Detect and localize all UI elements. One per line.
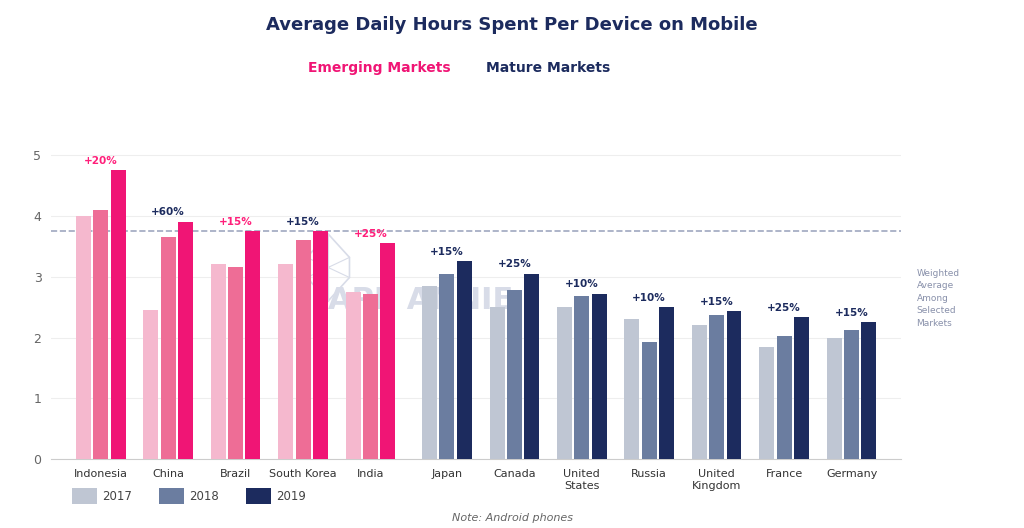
Bar bbox=[364, 294, 378, 459]
Text: +15%: +15% bbox=[835, 308, 868, 318]
Bar bbox=[178, 222, 193, 459]
Bar bbox=[346, 292, 360, 459]
Bar bbox=[625, 319, 639, 459]
Bar bbox=[279, 265, 293, 459]
Bar bbox=[228, 268, 243, 459]
Bar bbox=[143, 310, 159, 459]
Text: +15%: +15% bbox=[430, 247, 464, 257]
Bar bbox=[557, 307, 572, 459]
Bar bbox=[710, 315, 724, 459]
Bar bbox=[246, 231, 260, 459]
Text: Note: Android phones: Note: Android phones bbox=[452, 513, 572, 523]
Bar bbox=[794, 317, 809, 459]
Bar bbox=[211, 265, 225, 459]
Text: Mature Markets: Mature Markets bbox=[485, 61, 610, 75]
Text: +25%: +25% bbox=[353, 229, 387, 239]
Text: Emerging Markets: Emerging Markets bbox=[307, 61, 451, 75]
Bar bbox=[76, 215, 91, 459]
Bar bbox=[380, 243, 395, 459]
Text: Average Daily Hours Spent Per Device on Mobile: Average Daily Hours Spent Per Device on … bbox=[266, 16, 758, 34]
Bar bbox=[692, 325, 707, 459]
Bar bbox=[507, 290, 522, 459]
Text: +60%: +60% bbox=[152, 208, 185, 218]
Text: +10%: +10% bbox=[565, 279, 599, 289]
Bar bbox=[313, 231, 328, 459]
Text: +20%: +20% bbox=[84, 156, 118, 166]
Text: +15%: +15% bbox=[219, 216, 253, 227]
Bar bbox=[296, 240, 310, 459]
Bar bbox=[826, 337, 842, 459]
Text: +15%: +15% bbox=[286, 216, 319, 227]
Bar bbox=[93, 210, 109, 459]
Bar bbox=[574, 296, 589, 459]
Bar bbox=[642, 342, 656, 459]
Text: APP ANNIE: APP ANNIE bbox=[328, 287, 513, 315]
Bar bbox=[776, 336, 792, 459]
Bar bbox=[457, 261, 472, 459]
Bar bbox=[489, 307, 505, 459]
Text: 2017: 2017 bbox=[102, 490, 132, 503]
Bar bbox=[439, 274, 455, 459]
Text: +10%: +10% bbox=[633, 293, 667, 303]
Bar bbox=[161, 237, 176, 459]
Bar bbox=[844, 330, 859, 459]
Bar bbox=[592, 294, 606, 459]
Text: +25%: +25% bbox=[767, 303, 801, 313]
Text: Weighted
Average
Among
Selected
Markets: Weighted Average Among Selected Markets bbox=[916, 269, 959, 328]
Text: 2019: 2019 bbox=[276, 490, 306, 503]
Text: +25%: +25% bbox=[498, 259, 531, 269]
Text: 2018: 2018 bbox=[189, 490, 219, 503]
Bar bbox=[524, 274, 539, 459]
Text: +15%: +15% bbox=[699, 297, 733, 307]
Bar bbox=[760, 347, 774, 459]
Bar bbox=[861, 322, 877, 459]
Bar bbox=[659, 307, 674, 459]
Bar bbox=[111, 170, 126, 459]
Bar bbox=[727, 312, 741, 459]
Bar bbox=[422, 286, 437, 459]
